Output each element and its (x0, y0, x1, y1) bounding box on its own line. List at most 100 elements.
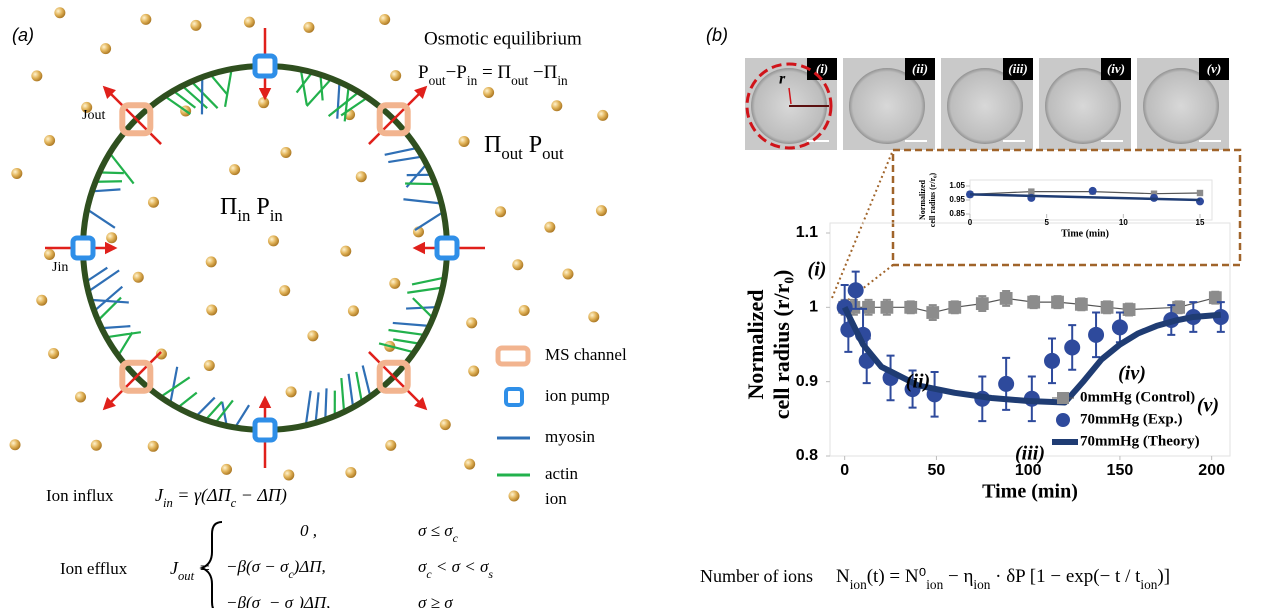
math-part: ion (973, 577, 990, 592)
ion (243, 16, 255, 28)
math-part: out (178, 569, 195, 583)
data-point (847, 282, 864, 299)
case-expression: −β(σs − σc)ΔΠ, (226, 593, 330, 608)
influx-equation: Jin = γ(ΔΠc − ΔΠ) (155, 485, 287, 510)
radius-label: r (779, 71, 786, 88)
myosin (384, 147, 416, 156)
ion (229, 164, 241, 176)
data-point (1044, 352, 1061, 369)
ms-channel (376, 359, 411, 394)
legend-label: 70mmHg (Exp.) (1080, 411, 1183, 427)
myosin (161, 376, 191, 397)
ion (221, 463, 233, 475)
efflux-label: Ion efflux (60, 559, 128, 578)
data-point (998, 375, 1015, 392)
math-part: in (270, 206, 284, 225)
cell-image (947, 68, 1023, 144)
myosin (305, 390, 312, 424)
ion (36, 294, 48, 306)
case-condition: σ ≤ σc (418, 521, 459, 545)
inset-chart: 0.85 0.95 1.05 0 5 10 15 Time (min) Normalized ce… (918, 172, 1213, 239)
ion (54, 7, 66, 19)
ion (44, 248, 56, 260)
actin (108, 331, 142, 338)
myosin (92, 298, 129, 304)
math-part: = Π (477, 62, 511, 83)
series-line (844, 297, 1216, 314)
math-part: J (170, 558, 179, 578)
data-point (880, 300, 894, 314)
y-axis-label: Normalized (743, 290, 768, 400)
y-tick-label: 1.05 (949, 181, 965, 190)
math-part: −β(σ (226, 593, 261, 608)
math-part: c (426, 567, 432, 581)
ion (355, 171, 367, 183)
actin (405, 182, 434, 186)
math-part: )] (1157, 566, 1170, 587)
ion (81, 101, 93, 113)
actin (169, 366, 179, 402)
data-point (926, 306, 940, 319)
inside-label: Πin Pin (220, 194, 283, 226)
y-tick-label: 0.85 (949, 209, 965, 218)
math-part: − σ (265, 593, 294, 608)
actin (336, 84, 341, 119)
actin (327, 92, 358, 117)
myosin (324, 388, 328, 418)
y-axis-label: Normalized (918, 179, 927, 220)
data-point (1196, 189, 1204, 197)
ion (9, 439, 21, 451)
math-part: out (429, 73, 446, 88)
data-point (1028, 188, 1035, 195)
actin (340, 377, 346, 410)
ion (458, 135, 470, 147)
data-point (948, 300, 962, 314)
case-condition: σ ≥ σs (418, 593, 458, 608)
data-point (1088, 186, 1097, 195)
ion (345, 466, 357, 478)
math-part: in (467, 73, 478, 88)
case-expression: 0 , (300, 521, 317, 540)
math-part: − η (943, 566, 973, 587)
actin (407, 286, 441, 294)
ion-pump (434, 235, 460, 261)
actin (412, 297, 433, 318)
actin (110, 154, 135, 185)
ion (389, 277, 401, 289)
case-expression: −β(σ − σc)ΔΠ, (226, 557, 326, 581)
actin (414, 212, 443, 231)
ion (544, 221, 556, 233)
myosin (215, 399, 234, 423)
actin (305, 79, 331, 107)
ion (44, 135, 56, 147)
flux-arrow (368, 351, 428, 411)
data-point (862, 300, 875, 314)
stage-annotation: (ii) (906, 371, 930, 393)
ion (11, 167, 23, 179)
math-part: in (163, 496, 173, 510)
stage-annotation: (iii) (1015, 443, 1045, 465)
ion (285, 386, 297, 398)
myosin (392, 321, 428, 327)
ion (468, 365, 480, 377)
ion (140, 13, 152, 25)
x-tick-label: 100 (1015, 462, 1042, 479)
data-point (1088, 326, 1105, 343)
actin (192, 82, 219, 109)
image-label-box (1003, 58, 1033, 80)
x-tick-label: 15 (1196, 218, 1205, 227)
data-point (1208, 291, 1222, 305)
math-part: ion (1140, 577, 1157, 592)
legend-ion (508, 490, 520, 502)
ion (279, 285, 291, 297)
ion (385, 439, 397, 451)
data-point (1122, 303, 1136, 316)
ion (379, 13, 391, 25)
myosin (388, 328, 423, 336)
ion (307, 330, 319, 342)
math-part: −P (446, 62, 467, 83)
data-point (1074, 297, 1088, 311)
math-part: − ΔΠ) (236, 485, 287, 506)
data-point (1196, 197, 1204, 206)
math-part: N (836, 566, 850, 587)
